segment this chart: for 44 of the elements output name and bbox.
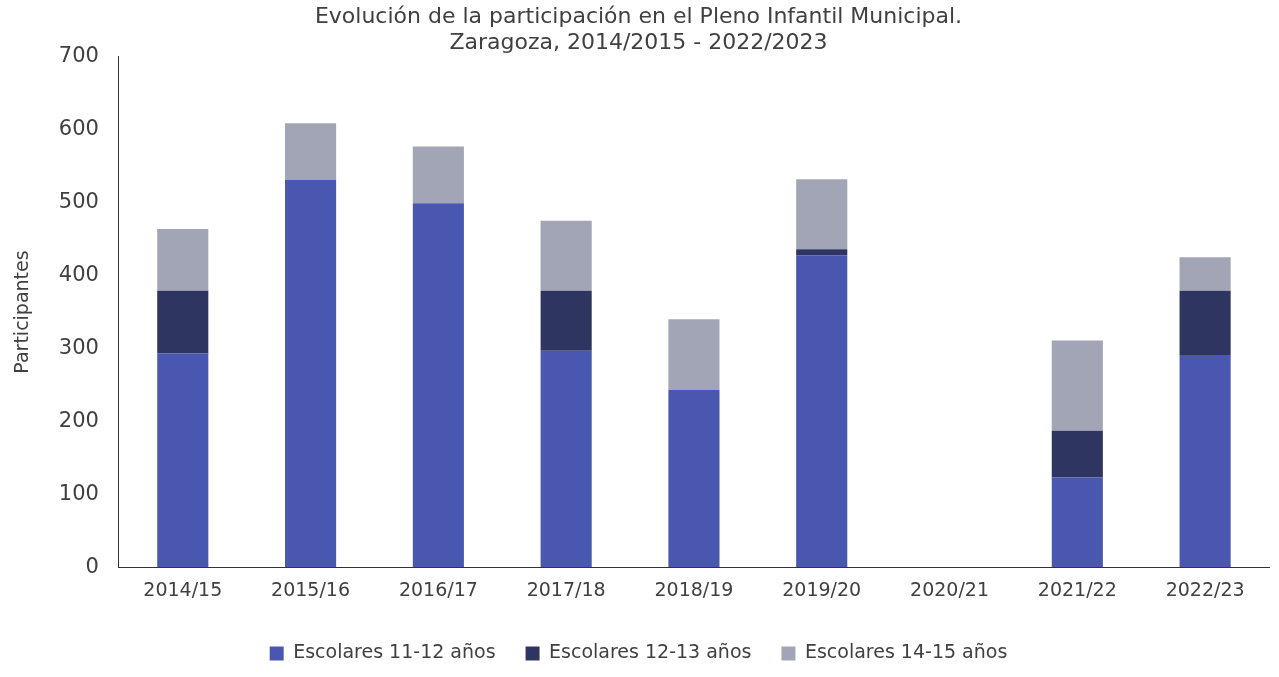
legend-label: Escolares 12-13 años <box>549 640 752 663</box>
y-tick-label: 200 <box>58 407 99 432</box>
x-tick-label: 2017/18 <box>526 577 606 600</box>
bar <box>285 180 337 568</box>
legend-label: Escolares 11-12 años <box>293 640 496 663</box>
bar <box>1179 355 1231 568</box>
bar <box>668 390 720 568</box>
bar <box>157 353 209 568</box>
x-tick-label: 2019/20 <box>782 577 862 600</box>
x-tick-label: 2020/21 <box>910 577 989 600</box>
bar <box>1051 430 1103 478</box>
text: Evolución de la participación en el Pleno Infantil Municipal. <box>314 2 963 28</box>
bar <box>157 290 209 354</box>
y-tick-label: 300 <box>58 334 99 359</box>
bar <box>1051 340 1103 431</box>
bar <box>412 203 464 568</box>
y-axis-title: Participantes <box>10 250 33 374</box>
x-tick-label: 2018/19 <box>654 577 734 600</box>
x-tick-label: 2016/17 <box>398 577 478 600</box>
bar <box>157 228 209 291</box>
legend-label: Escolares 14-15 años <box>804 640 1008 663</box>
bar <box>796 255 848 568</box>
y-tick-label: 500 <box>58 189 99 214</box>
y-tick-label: 700 <box>58 43 99 68</box>
bar <box>540 220 592 291</box>
bar <box>1179 290 1231 356</box>
y-tick-label: 400 <box>58 262 99 286</box>
bar <box>1051 477 1103 568</box>
bar <box>540 350 592 568</box>
bar <box>1179 257 1231 291</box>
bar <box>668 319 720 391</box>
x-tick-label: 2015/16 <box>271 577 351 600</box>
x-tick-label: 2014/15 <box>143 577 223 600</box>
bar <box>540 290 592 351</box>
bar <box>412 146 464 204</box>
x-tick-label: 2022/23 <box>1165 577 1245 600</box>
y-tick-label: 100 <box>58 480 99 505</box>
y-tick-label: 0 <box>85 553 99 578</box>
bar <box>285 123 337 181</box>
bar <box>796 179 848 250</box>
bar <box>796 249 848 256</box>
x-tick-label: 2021/22 <box>1037 577 1117 600</box>
y-tick-label: 600 <box>58 116 99 141</box>
text: Zaragoza, 2014/2015 - 2022/2023 <box>449 29 828 55</box>
